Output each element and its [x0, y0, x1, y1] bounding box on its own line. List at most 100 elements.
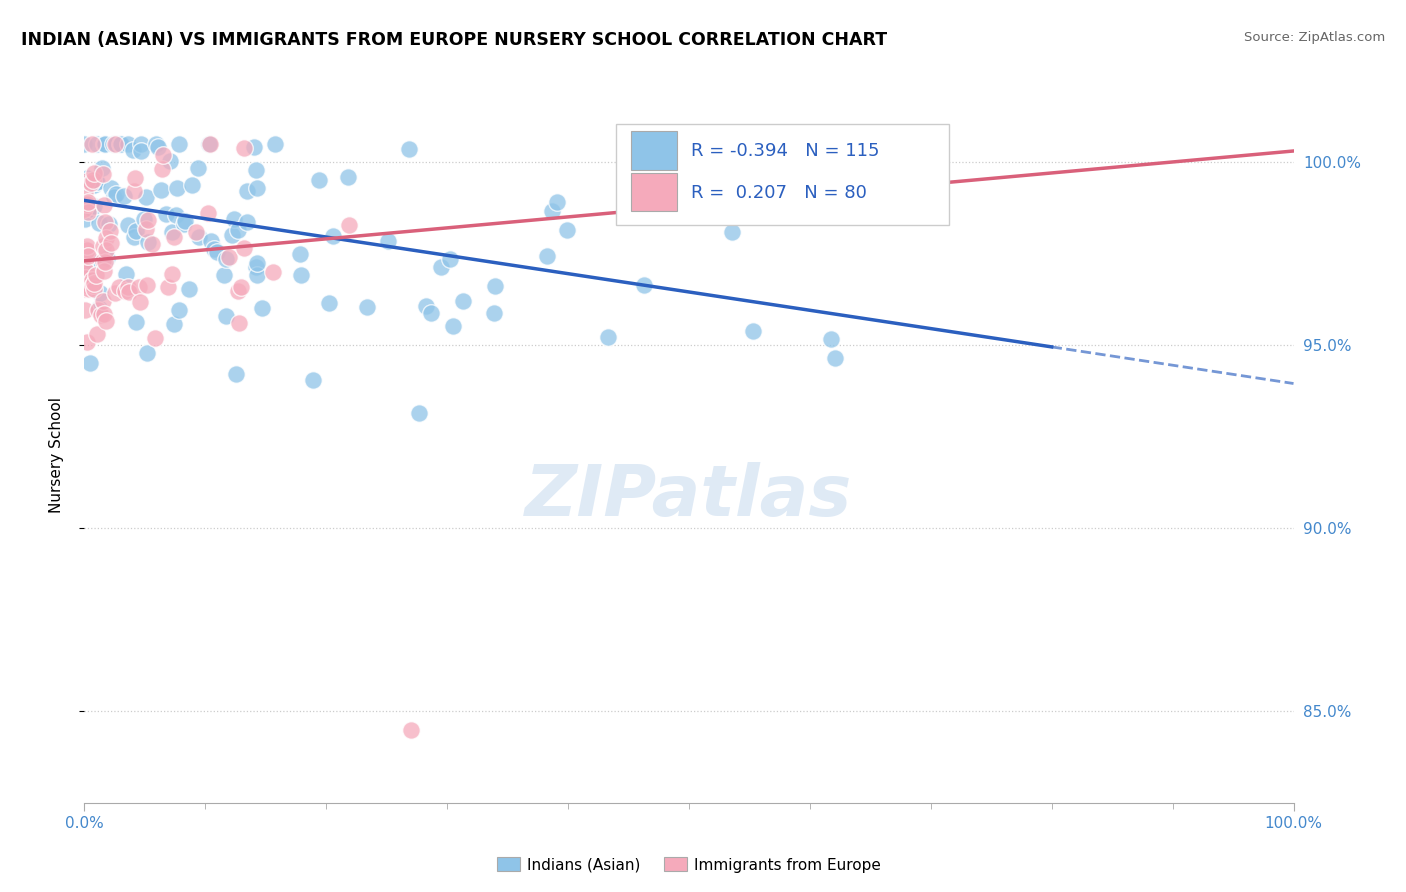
- Point: [399, 723, 422, 737]
- Point: [73, 277, 96, 292]
- Point: [101, 136, 124, 151]
- Point: [93, 167, 115, 181]
- Point: [408, 406, 430, 420]
- Point: [156, 280, 179, 294]
- Point: [198, 136, 221, 151]
- Point: [484, 306, 506, 320]
- Point: [720, 225, 742, 239]
- Point: [180, 178, 202, 192]
- Point: [128, 280, 150, 294]
- Point: [77, 194, 100, 209]
- Point: [93, 307, 115, 321]
- Point: [73, 248, 96, 262]
- Point: [200, 136, 222, 151]
- Bar: [616, 124, 949, 226]
- Point: [83, 178, 105, 192]
- Point: [76, 200, 98, 214]
- Point: [73, 279, 96, 293]
- Point: [136, 278, 159, 293]
- Point: [110, 136, 132, 151]
- Point: [246, 181, 269, 195]
- Point: [89, 285, 111, 300]
- Point: [94, 136, 117, 151]
- Bar: [631, 131, 676, 169]
- Point: [430, 260, 453, 274]
- Point: [420, 305, 443, 319]
- Point: [824, 351, 846, 366]
- Point: [76, 239, 98, 253]
- Point: [441, 319, 464, 334]
- Text: INDIAN (ASIAN) VS IMMIGRANTS FROM EUROPE NURSERY SCHOOL CORRELATION CHART: INDIAN (ASIAN) VS IMMIGRANTS FROM EUROPE…: [21, 31, 887, 49]
- Point: [112, 188, 135, 202]
- Point: [136, 346, 159, 360]
- Point: [75, 264, 97, 278]
- Point: [174, 213, 197, 227]
- Point: [100, 235, 122, 250]
- Point: [105, 187, 128, 202]
- Point: [73, 302, 96, 317]
- Point: [108, 280, 131, 294]
- Point: [633, 278, 655, 293]
- Point: [188, 230, 211, 244]
- Point: [308, 173, 330, 187]
- Point: [356, 301, 378, 315]
- Point: [93, 254, 115, 268]
- Point: [82, 277, 104, 292]
- Point: [76, 243, 98, 257]
- Point: [697, 136, 720, 151]
- Point: [163, 230, 186, 244]
- Point: [167, 302, 190, 317]
- Point: [232, 241, 254, 255]
- Point: [245, 260, 267, 275]
- Point: [83, 276, 105, 290]
- Point: [187, 161, 209, 176]
- Point: [73, 212, 96, 227]
- Point: [318, 295, 340, 310]
- Point: [212, 268, 235, 283]
- Point: [91, 161, 114, 175]
- Point: [103, 190, 125, 204]
- Point: [86, 326, 108, 341]
- Point: [129, 294, 152, 309]
- Point: [149, 183, 172, 197]
- Point: [91, 239, 114, 253]
- Point: [76, 171, 98, 186]
- Point: [243, 140, 266, 154]
- Point: [114, 285, 136, 299]
- Point: [228, 316, 250, 330]
- Point: [232, 141, 254, 155]
- Point: [302, 372, 325, 386]
- Point: [155, 207, 177, 221]
- Point: [598, 330, 620, 344]
- Point: [73, 280, 96, 294]
- Point: [87, 303, 110, 318]
- Point: [215, 252, 238, 266]
- Point: [122, 184, 145, 198]
- Point: [322, 229, 344, 244]
- Point: [160, 267, 183, 281]
- Point: [136, 213, 159, 227]
- Point: [776, 195, 799, 210]
- Point: [200, 234, 222, 248]
- Point: [104, 136, 127, 151]
- Point: [77, 176, 100, 190]
- Point: [146, 140, 169, 154]
- Point: [82, 173, 104, 187]
- Point: [186, 225, 208, 239]
- Point: [215, 310, 238, 324]
- Point: [245, 163, 267, 178]
- Point: [83, 198, 105, 212]
- Point: [104, 286, 127, 301]
- Point: [555, 223, 578, 237]
- Point: [167, 136, 190, 151]
- Point: [87, 216, 110, 230]
- Point: [226, 284, 249, 298]
- Point: [177, 282, 200, 296]
- Point: [73, 270, 96, 285]
- Bar: [631, 173, 676, 211]
- Text: Source: ZipAtlas.com: Source: ZipAtlas.com: [1244, 31, 1385, 45]
- Point: [159, 153, 181, 168]
- Point: [73, 136, 96, 151]
- Point: [236, 184, 259, 198]
- Point: [377, 234, 399, 248]
